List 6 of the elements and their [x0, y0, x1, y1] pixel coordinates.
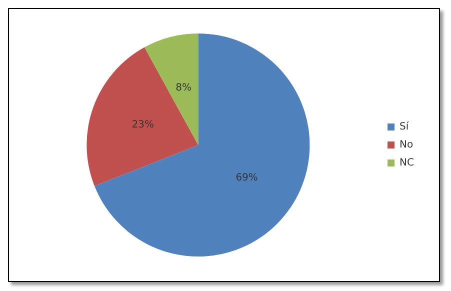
- legend-label: No: [400, 140, 414, 150]
- legend-label: NC: [400, 158, 414, 168]
- legend-label: Sí: [400, 122, 410, 132]
- data-label: 23%: [132, 120, 154, 131]
- data-label: 8%: [176, 82, 192, 94]
- data-label: 69%: [236, 172, 258, 184]
